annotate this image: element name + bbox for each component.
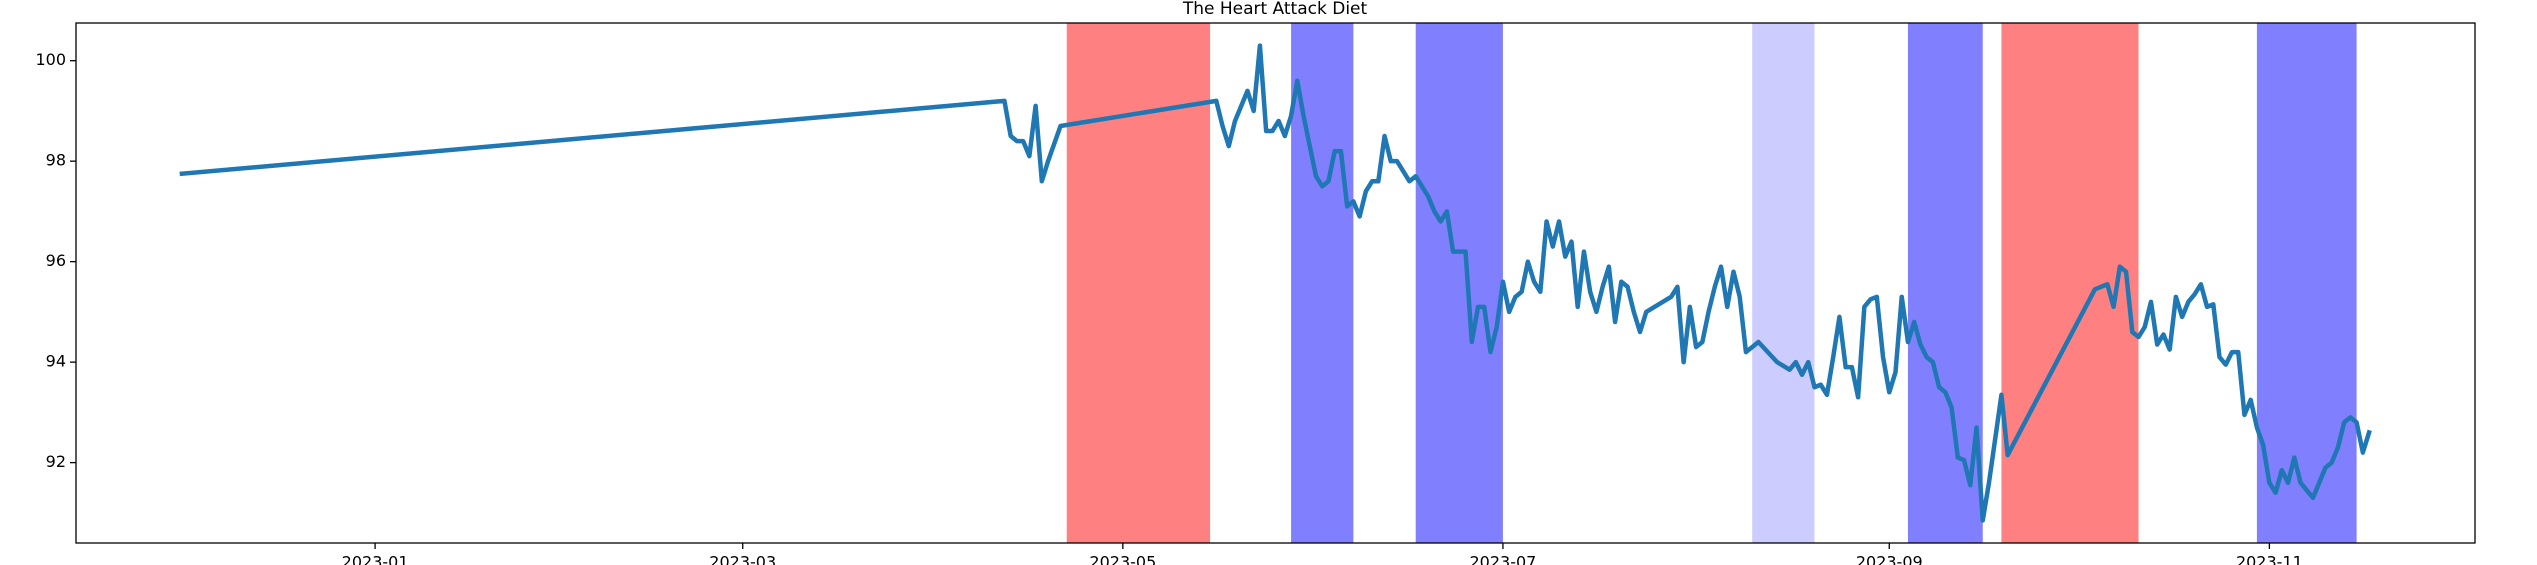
spans bbox=[1066, 23, 2357, 543]
x-tick-label: 2023-07 bbox=[1470, 553, 1537, 565]
x-tick-label: 2023-05 bbox=[1089, 553, 1156, 565]
y-tick-label: 96 bbox=[46, 251, 66, 270]
shaded-span bbox=[1415, 23, 1503, 543]
x-tick-label: 2023-03 bbox=[709, 553, 776, 565]
line-layer bbox=[179, 43, 2372, 523]
y-tick-label: 92 bbox=[46, 452, 66, 471]
data-line bbox=[179, 43, 2372, 523]
x-tick-label: 2023-11 bbox=[2236, 553, 2303, 565]
y-tick-label: 94 bbox=[46, 352, 66, 371]
x-tick-label: 2023-01 bbox=[342, 553, 409, 565]
shaded-span bbox=[1066, 23, 1211, 543]
axes: 92 94 96 98 100 2023-01 2023-03 2023-05 2023-07 2… bbox=[35, 50, 2302, 565]
chart-title: The Heart Attack Diet bbox=[1182, 0, 1368, 19]
shaded-span bbox=[1752, 23, 1815, 543]
x-tick-label: 2023-09 bbox=[1856, 553, 1923, 565]
plot-frame bbox=[75, 22, 2476, 544]
y-tick-label: 100 bbox=[35, 50, 66, 69]
shaded-span bbox=[2256, 23, 2357, 543]
y-tick-label: 98 bbox=[46, 151, 66, 170]
shaded-span bbox=[1907, 23, 1983, 543]
